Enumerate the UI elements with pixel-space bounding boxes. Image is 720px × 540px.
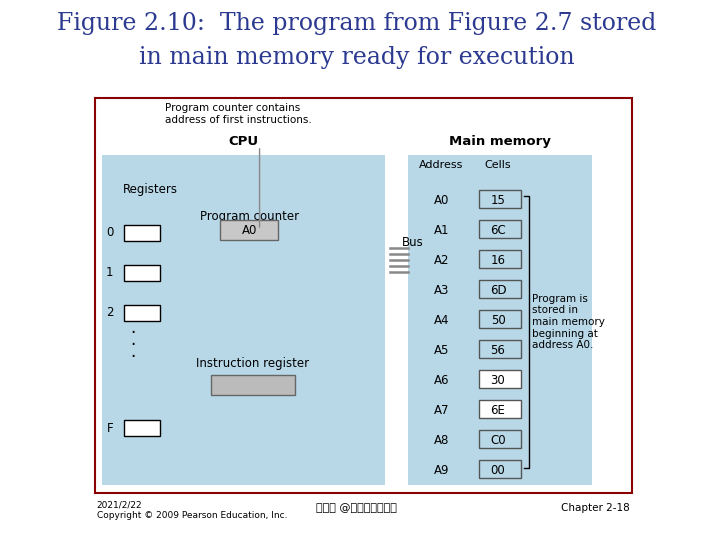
Text: Bus: Bus [402,236,424,249]
Text: Figure 2.10:  The program from Figure 2.7 stored: Figure 2.10: The program from Figure 2.7… [57,12,657,35]
Text: Cells: Cells [485,160,511,170]
Text: A7: A7 [433,403,449,416]
Text: Registers: Registers [123,183,178,196]
Bar [124,305,160,321]
Bar [480,310,521,328]
Text: Program is
stored in
main memory
beginning at
address A0.: Program is stored in main memory beginni… [532,294,605,350]
Bar [480,190,521,208]
Bar [480,340,521,358]
Text: Chapter 2-18: Chapter 2-18 [561,503,630,513]
Text: 16: 16 [490,253,505,267]
Text: A0: A0 [433,193,449,206]
Bar [210,375,295,395]
Bar [408,155,593,485]
Text: A1: A1 [433,224,449,237]
Text: A0: A0 [241,224,257,237]
Text: 00: 00 [490,463,505,476]
Bar [480,220,521,238]
Text: A8: A8 [433,434,449,447]
Text: CPU: CPU [228,135,258,148]
Bar [480,460,521,478]
Bar [102,155,385,485]
Text: Main memory: Main memory [449,135,551,148]
Text: ·: · [130,336,136,354]
Text: A4: A4 [433,314,449,327]
Text: 30: 30 [490,374,505,387]
Bar [480,250,521,268]
Text: in main memory ready for execution: in main memory ready for execution [139,46,575,69]
Text: Program counter: Program counter [199,210,299,223]
Text: 2: 2 [106,307,114,320]
Text: ·: · [130,324,136,342]
Text: A3: A3 [433,284,449,296]
Text: C0: C0 [490,434,506,447]
Bar [480,370,521,388]
Bar [124,265,160,281]
Text: A2: A2 [433,253,449,267]
Bar [480,430,521,448]
Text: 50: 50 [490,314,505,327]
Bar [124,225,160,241]
Text: Program counter contains
address of first instructions.: Program counter contains address of firs… [166,103,312,125]
Text: 56: 56 [490,343,505,356]
Text: 2021/2/22
Copyright © 2009 Pearson Education, Inc.: 2021/2/22 Copyright © 2009 Pearson Educa… [96,501,287,521]
Text: 15: 15 [490,193,505,206]
Text: A9: A9 [433,463,449,476]
Text: Address: Address [419,160,464,170]
Text: Instruction register: Instruction register [197,357,310,370]
Text: 6D: 6D [490,284,506,296]
Bar [480,280,521,298]
Text: A5: A5 [433,343,449,356]
Text: 6C: 6C [490,224,506,237]
Text: ·: · [130,348,136,366]
Text: F: F [107,422,113,435]
Text: 1: 1 [106,267,114,280]
Bar [220,220,279,240]
Bar [94,98,632,493]
Text: A6: A6 [433,374,449,387]
Bar [480,400,521,418]
Text: 蔡文能 @交通大學資工系: 蔡文能 @交通大學資工系 [316,503,397,513]
Text: 6E: 6E [490,403,505,416]
Text: 0: 0 [106,226,113,240]
Bar [124,420,160,436]
